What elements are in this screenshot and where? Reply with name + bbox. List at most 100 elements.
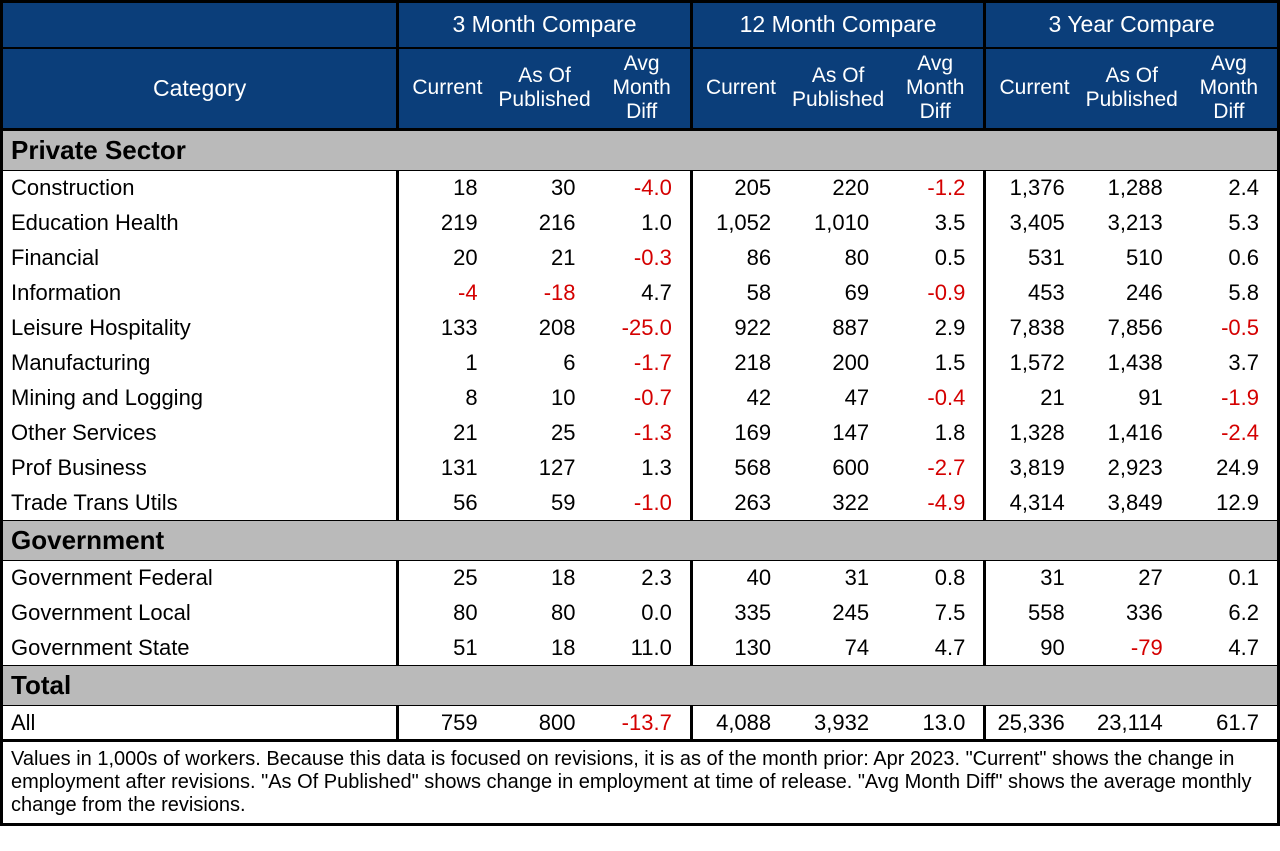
table-cell: 6.2: [1181, 596, 1279, 631]
table-cell: 3,932: [789, 706, 887, 741]
table-cell: 80: [398, 596, 496, 631]
table-row: Government Federal25182.340310.831270.1: [2, 561, 1279, 596]
table-cell: 31: [985, 561, 1083, 596]
table-cell: 21: [985, 381, 1083, 416]
table-cell: 531: [985, 241, 1083, 276]
table-cell: 600: [789, 451, 887, 486]
table-cell: 4.7: [594, 276, 692, 311]
table-cell: 216: [496, 206, 594, 241]
table-cell: 23,114: [1083, 706, 1181, 741]
table-cell: -0.9: [887, 276, 985, 311]
table-cell: 21: [496, 241, 594, 276]
table-cell: 127: [496, 451, 594, 486]
table-cell: 263: [691, 486, 789, 521]
table-cell: 47: [789, 381, 887, 416]
table-cell: 335: [691, 596, 789, 631]
table-cell: -1.0: [594, 486, 692, 521]
table-row: Construction1830-4.0205220-1.21,3761,288…: [2, 171, 1279, 206]
table-cell: 1,416: [1083, 416, 1181, 451]
table-cell: 5.3: [1181, 206, 1279, 241]
table-cell: 3.5: [887, 206, 985, 241]
table-cell: 6: [496, 346, 594, 381]
table-cell: 130: [691, 631, 789, 666]
table-cell: 1,572: [985, 346, 1083, 381]
header-category: Category: [2, 48, 398, 130]
table-cell: 4.7: [1181, 631, 1279, 666]
row-label: Leisure Hospitality: [2, 311, 398, 346]
table-row: Government Local80800.03352457.55583366.…: [2, 596, 1279, 631]
table-cell: -1.9: [1181, 381, 1279, 416]
table-cell: -0.7: [594, 381, 692, 416]
section-title: Private Sector: [2, 130, 1279, 171]
header-group-row: 3 Month Compare 12 Month Compare 3 Year …: [2, 2, 1279, 48]
table-cell: 2.3: [594, 561, 692, 596]
row-label: Trade Trans Utils: [2, 486, 398, 521]
table-cell: 18: [496, 631, 594, 666]
row-label: Financial: [2, 241, 398, 276]
table-cell: -4.9: [887, 486, 985, 521]
table-cell: -13.7: [594, 706, 692, 741]
table-row: Manufacturing16-1.72182001.51,5721,4383.…: [2, 346, 1279, 381]
table-cell: 0.5: [887, 241, 985, 276]
table-cell: -1.2: [887, 171, 985, 206]
table-cell: 2,923: [1083, 451, 1181, 486]
table-cell: 56: [398, 486, 496, 521]
table-cell: -2.4: [1181, 416, 1279, 451]
section-row: Government: [2, 521, 1279, 561]
table-cell: -4: [398, 276, 496, 311]
table-cell: 4.7: [887, 631, 985, 666]
table-cell: 2.9: [887, 311, 985, 346]
row-label: Other Services: [2, 416, 398, 451]
table-cell: 322: [789, 486, 887, 521]
table-cell: 1.5: [887, 346, 985, 381]
table-cell: 3,213: [1083, 206, 1181, 241]
table-cell: -79: [1083, 631, 1181, 666]
table-cell: -25.0: [594, 311, 692, 346]
header-3m-asof: As OfPublished: [496, 48, 594, 130]
header-group-12m: 12 Month Compare: [691, 2, 985, 48]
table-cell: 208: [496, 311, 594, 346]
table-cell: 246: [1083, 276, 1181, 311]
table-cell: 80: [789, 241, 887, 276]
row-label: Manufacturing: [2, 346, 398, 381]
table-cell: -18: [496, 276, 594, 311]
table-cell: 40: [691, 561, 789, 596]
table-cell: 18: [398, 171, 496, 206]
table-cell: 61.7: [1181, 706, 1279, 741]
table-cell: 10: [496, 381, 594, 416]
table-cell: 510: [1083, 241, 1181, 276]
table-cell: 0.0: [594, 596, 692, 631]
table-cell: 8: [398, 381, 496, 416]
table-row: Other Services2125-1.31691471.81,3281,41…: [2, 416, 1279, 451]
row-label: Information: [2, 276, 398, 311]
table-cell: 1,052: [691, 206, 789, 241]
row-label: All: [2, 706, 398, 741]
table-cell: 74: [789, 631, 887, 666]
table-cell: 18: [496, 561, 594, 596]
table-row: Financial2021-0.386800.55315100.6: [2, 241, 1279, 276]
table-cell: 219: [398, 206, 496, 241]
table-cell: 11.0: [594, 631, 692, 666]
table-cell: 3,819: [985, 451, 1083, 486]
table-cell: 1,288: [1083, 171, 1181, 206]
table-cell: 759: [398, 706, 496, 741]
header-group-3m: 3 Month Compare: [398, 2, 692, 48]
header-12m-asof: As OfPublished: [789, 48, 887, 130]
table-cell: 25,336: [985, 706, 1083, 741]
header-3y-current: Current: [985, 48, 1083, 130]
table-cell: 3,405: [985, 206, 1083, 241]
table-cell: 12.9: [1181, 486, 1279, 521]
table-cell: 1,328: [985, 416, 1083, 451]
row-label: Education Health: [2, 206, 398, 241]
table-cell: -0.5: [1181, 311, 1279, 346]
header-3m-current: Current: [398, 48, 496, 130]
table-cell: 133: [398, 311, 496, 346]
row-label: Construction: [2, 171, 398, 206]
table-body: Private SectorConstruction1830-4.0205220…: [2, 130, 1279, 741]
header-3y-avg: AvgMonthDiff: [1181, 48, 1279, 130]
table-cell: 4,314: [985, 486, 1083, 521]
table-cell: 1,376: [985, 171, 1083, 206]
table-cell: 220: [789, 171, 887, 206]
table-cell: 200: [789, 346, 887, 381]
table-row: Prof Business1311271.3568600-2.73,8192,9…: [2, 451, 1279, 486]
